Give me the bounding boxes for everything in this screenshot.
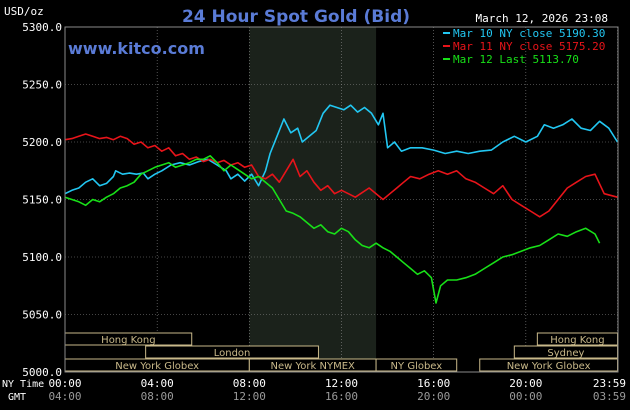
session-label: New York Globex bbox=[507, 361, 591, 372]
y-tick-label: 5250.0 bbox=[22, 79, 62, 92]
session-box bbox=[375, 358, 458, 372]
x-tick-ny-label: 12:00 bbox=[325, 377, 358, 390]
x-tick-ny-label: 20:00 bbox=[509, 377, 542, 390]
y-tick-label: 5000.0 bbox=[22, 366, 62, 379]
session-label: London bbox=[214, 348, 251, 359]
x-tick-gmt-label: 04:00 bbox=[48, 390, 81, 403]
y-axis-ticks: 5000.0 5050.0 5100.0 5150.0 5200.0 5250.0 5300… bbox=[22, 21, 62, 379]
site-label: www.kitco.com bbox=[68, 39, 205, 58]
x-tick-gmt-label: 20:00 bbox=[417, 390, 450, 403]
session-label: Sydney bbox=[547, 348, 584, 359]
units-label: USD/oz bbox=[4, 5, 44, 18]
plot-frame bbox=[64, 26, 619, 373]
x-tick-gmt-label: 16:00 bbox=[325, 390, 358, 403]
x-tick-ny-label: 16:00 bbox=[417, 377, 450, 390]
session-label: New York NYMEX bbox=[271, 361, 356, 372]
x-tick-gmt-label: 08:00 bbox=[141, 390, 174, 403]
x-tick-gmt-label: 03:59 bbox=[593, 390, 626, 403]
y-tick-label: 5200.0 bbox=[22, 136, 62, 149]
x-tick-gmt-label: 12:00 bbox=[233, 390, 266, 403]
x-tick-ny-label: 23:59 bbox=[593, 377, 626, 390]
session-label: Hong Kong bbox=[550, 335, 604, 346]
x-tick-ny-label: 00:00 bbox=[48, 377, 81, 390]
x-tick-ny-label: 04:00 bbox=[141, 377, 174, 390]
x-axis-ticks: 00:0004:0004:0008:0008:0012:0012:0016:00… bbox=[48, 377, 626, 403]
x-tick-ny-label: 08:00 bbox=[233, 377, 266, 390]
session-box bbox=[145, 345, 319, 359]
price-lines bbox=[64, 104, 619, 304]
session-label: Hong Kong bbox=[101, 335, 155, 346]
legend-entry: Mar 11 NY close 5175.20 bbox=[453, 40, 605, 53]
x-axis-ny-label: NY Time bbox=[2, 379, 44, 390]
x-axis-gmt-label: GMT bbox=[8, 392, 26, 403]
legend-entry: Mar 12 Last 5113.70 bbox=[453, 53, 579, 66]
timestamp: March 12, 2026 23:08 bbox=[476, 12, 608, 25]
y-tick-label: 5300.0 bbox=[22, 21, 62, 34]
y-tick-label: 5150.0 bbox=[22, 194, 62, 207]
nymex-highlight-band bbox=[249, 27, 377, 372]
y-tick-label: 5100.0 bbox=[22, 251, 62, 264]
series-line-2 bbox=[64, 133, 618, 218]
y-tick-label: 5050.0 bbox=[22, 309, 62, 322]
session-label: New York Globex bbox=[115, 361, 199, 372]
legend-entry: Mar 10 NY close 5190.30 bbox=[453, 27, 605, 40]
chart-title: 24 Hour Spot Gold (Bid) bbox=[182, 7, 410, 27]
series-line-3 bbox=[64, 155, 601, 304]
session-label: NY Globex bbox=[391, 361, 443, 372]
x-tick-gmt-label: 00:00 bbox=[509, 390, 542, 403]
